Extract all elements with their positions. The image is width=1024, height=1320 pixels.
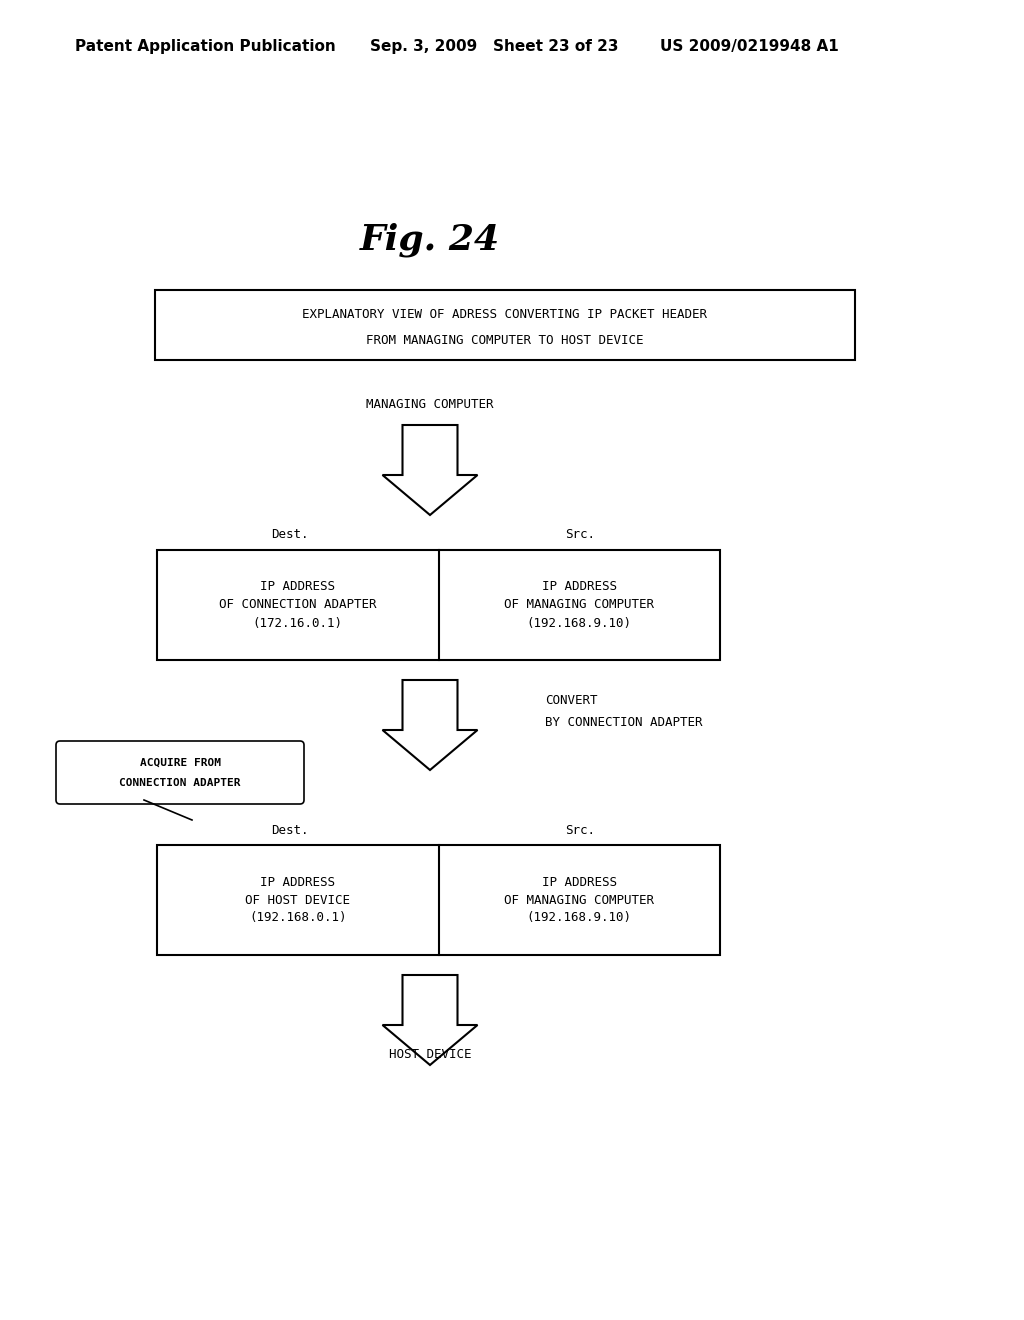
Text: CONNECTION ADAPTER: CONNECTION ADAPTER bbox=[119, 777, 241, 788]
Text: (172.16.0.1): (172.16.0.1) bbox=[253, 616, 343, 630]
Text: Src.: Src. bbox=[565, 824, 595, 837]
Text: EXPLANATORY VIEW OF ADRESS CONVERTING IP PACKET HEADER: EXPLANATORY VIEW OF ADRESS CONVERTING IP… bbox=[302, 309, 708, 322]
Bar bbox=[155, 290, 855, 360]
Text: Patent Application Publication: Patent Application Publication bbox=[75, 40, 336, 54]
FancyBboxPatch shape bbox=[56, 741, 304, 804]
Text: (192.168.0.1): (192.168.0.1) bbox=[249, 912, 346, 924]
Text: (192.168.9.10): (192.168.9.10) bbox=[526, 912, 632, 924]
Text: MANAGING COMPUTER: MANAGING COMPUTER bbox=[367, 399, 494, 412]
Text: ACQUIRE FROM: ACQUIRE FROM bbox=[139, 758, 220, 767]
Text: (192.168.9.10): (192.168.9.10) bbox=[526, 616, 632, 630]
Text: Fig. 24: Fig. 24 bbox=[360, 223, 500, 257]
Text: Dest.: Dest. bbox=[271, 824, 309, 837]
Text: IP ADDRESS: IP ADDRESS bbox=[542, 581, 616, 594]
Text: OF MANAGING COMPUTER: OF MANAGING COMPUTER bbox=[504, 894, 654, 907]
Bar bbox=[157, 550, 720, 660]
Text: Src.: Src. bbox=[565, 528, 595, 541]
Text: Sep. 3, 2009   Sheet 23 of 23: Sep. 3, 2009 Sheet 23 of 23 bbox=[370, 40, 618, 54]
Polygon shape bbox=[383, 425, 477, 515]
Text: Dest.: Dest. bbox=[271, 528, 309, 541]
Polygon shape bbox=[383, 680, 477, 770]
Text: IP ADDRESS: IP ADDRESS bbox=[542, 875, 616, 888]
Text: FROM MANAGING COMPUTER TO HOST DEVICE: FROM MANAGING COMPUTER TO HOST DEVICE bbox=[367, 334, 644, 346]
Polygon shape bbox=[383, 975, 477, 1065]
Text: HOST DEVICE: HOST DEVICE bbox=[389, 1048, 471, 1061]
Text: BY CONNECTION ADAPTER: BY CONNECTION ADAPTER bbox=[545, 715, 702, 729]
Bar bbox=[157, 845, 720, 954]
Text: OF HOST DEVICE: OF HOST DEVICE bbox=[246, 894, 350, 907]
Text: OF CONNECTION ADAPTER: OF CONNECTION ADAPTER bbox=[219, 598, 377, 611]
Text: IP ADDRESS: IP ADDRESS bbox=[260, 581, 335, 594]
Text: OF MANAGING COMPUTER: OF MANAGING COMPUTER bbox=[504, 598, 654, 611]
Text: IP ADDRESS: IP ADDRESS bbox=[260, 875, 335, 888]
Text: US 2009/0219948 A1: US 2009/0219948 A1 bbox=[660, 40, 839, 54]
Text: CONVERT: CONVERT bbox=[545, 693, 597, 706]
